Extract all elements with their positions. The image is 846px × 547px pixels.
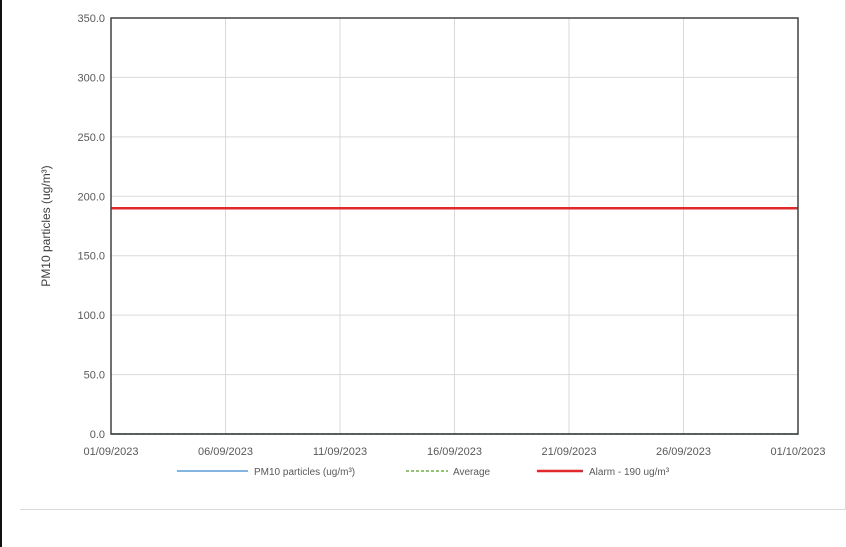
y-tick-label: 50.0	[84, 370, 105, 382]
y-tick-label: 350.0	[77, 13, 105, 25]
y-tick-labels: 0.0 50.0 100.0 150.0 200.0 250.0 300.0 350.0	[77, 13, 105, 441]
y-tick-label: 0.0	[90, 429, 105, 441]
legend-label-2: Alarm - 190 ug/m³	[589, 467, 670, 478]
y-axis-title: PM10 particles (ug/m³)	[39, 165, 53, 286]
x-tick-label: 26/09/2023	[656, 446, 711, 458]
y-tick-label: 250.0	[77, 132, 105, 144]
pm10-chart: 0.0 50.0 100.0 150.0 200.0 250.0 300.0 350.0 01…	[39, 13, 826, 478]
x-tick-labels: 01/09/2023 06/09/2023 11/09/2023 16/09/2023…	[83, 446, 825, 458]
left-border	[0, 0, 2, 547]
y-tick-label: 100.0	[77, 310, 105, 322]
grid-layer	[110, 17, 799, 435]
x-tick-label: 21/09/2023	[541, 446, 596, 458]
legend: PM10 particles (ug/m³) Average Alarm - 190…	[177, 467, 670, 478]
plot-frame	[110, 17, 799, 435]
legend-label-0: PM10 particles (ug/m³)	[254, 467, 355, 478]
x-tick-label: 01/10/2023	[770, 446, 825, 458]
chart-area: 0.0 50.0 100.0 150.0 200.0 250.0 300.0 350.0 01…	[20, 0, 846, 510]
x-tick-label: 16/09/2023	[427, 446, 482, 458]
x-tick-label: 11/09/2023	[313, 446, 367, 458]
x-tick-label: 06/09/2023	[198, 446, 253, 458]
y-tick-label: 200.0	[77, 191, 105, 203]
legend-label-1: Average	[453, 467, 491, 478]
x-tick-label: 01/09/2023	[83, 446, 138, 458]
y-tick-label: 150.0	[77, 251, 105, 263]
y-tick-label: 300.0	[77, 72, 105, 84]
